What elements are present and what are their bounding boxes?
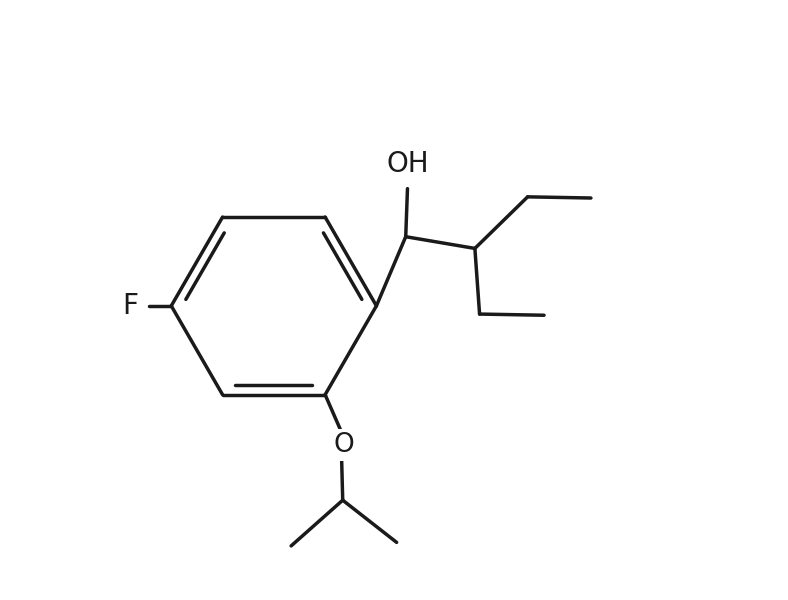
Text: O: O <box>333 432 355 458</box>
Text: OH: OH <box>386 150 429 178</box>
Text: F: F <box>122 292 138 320</box>
